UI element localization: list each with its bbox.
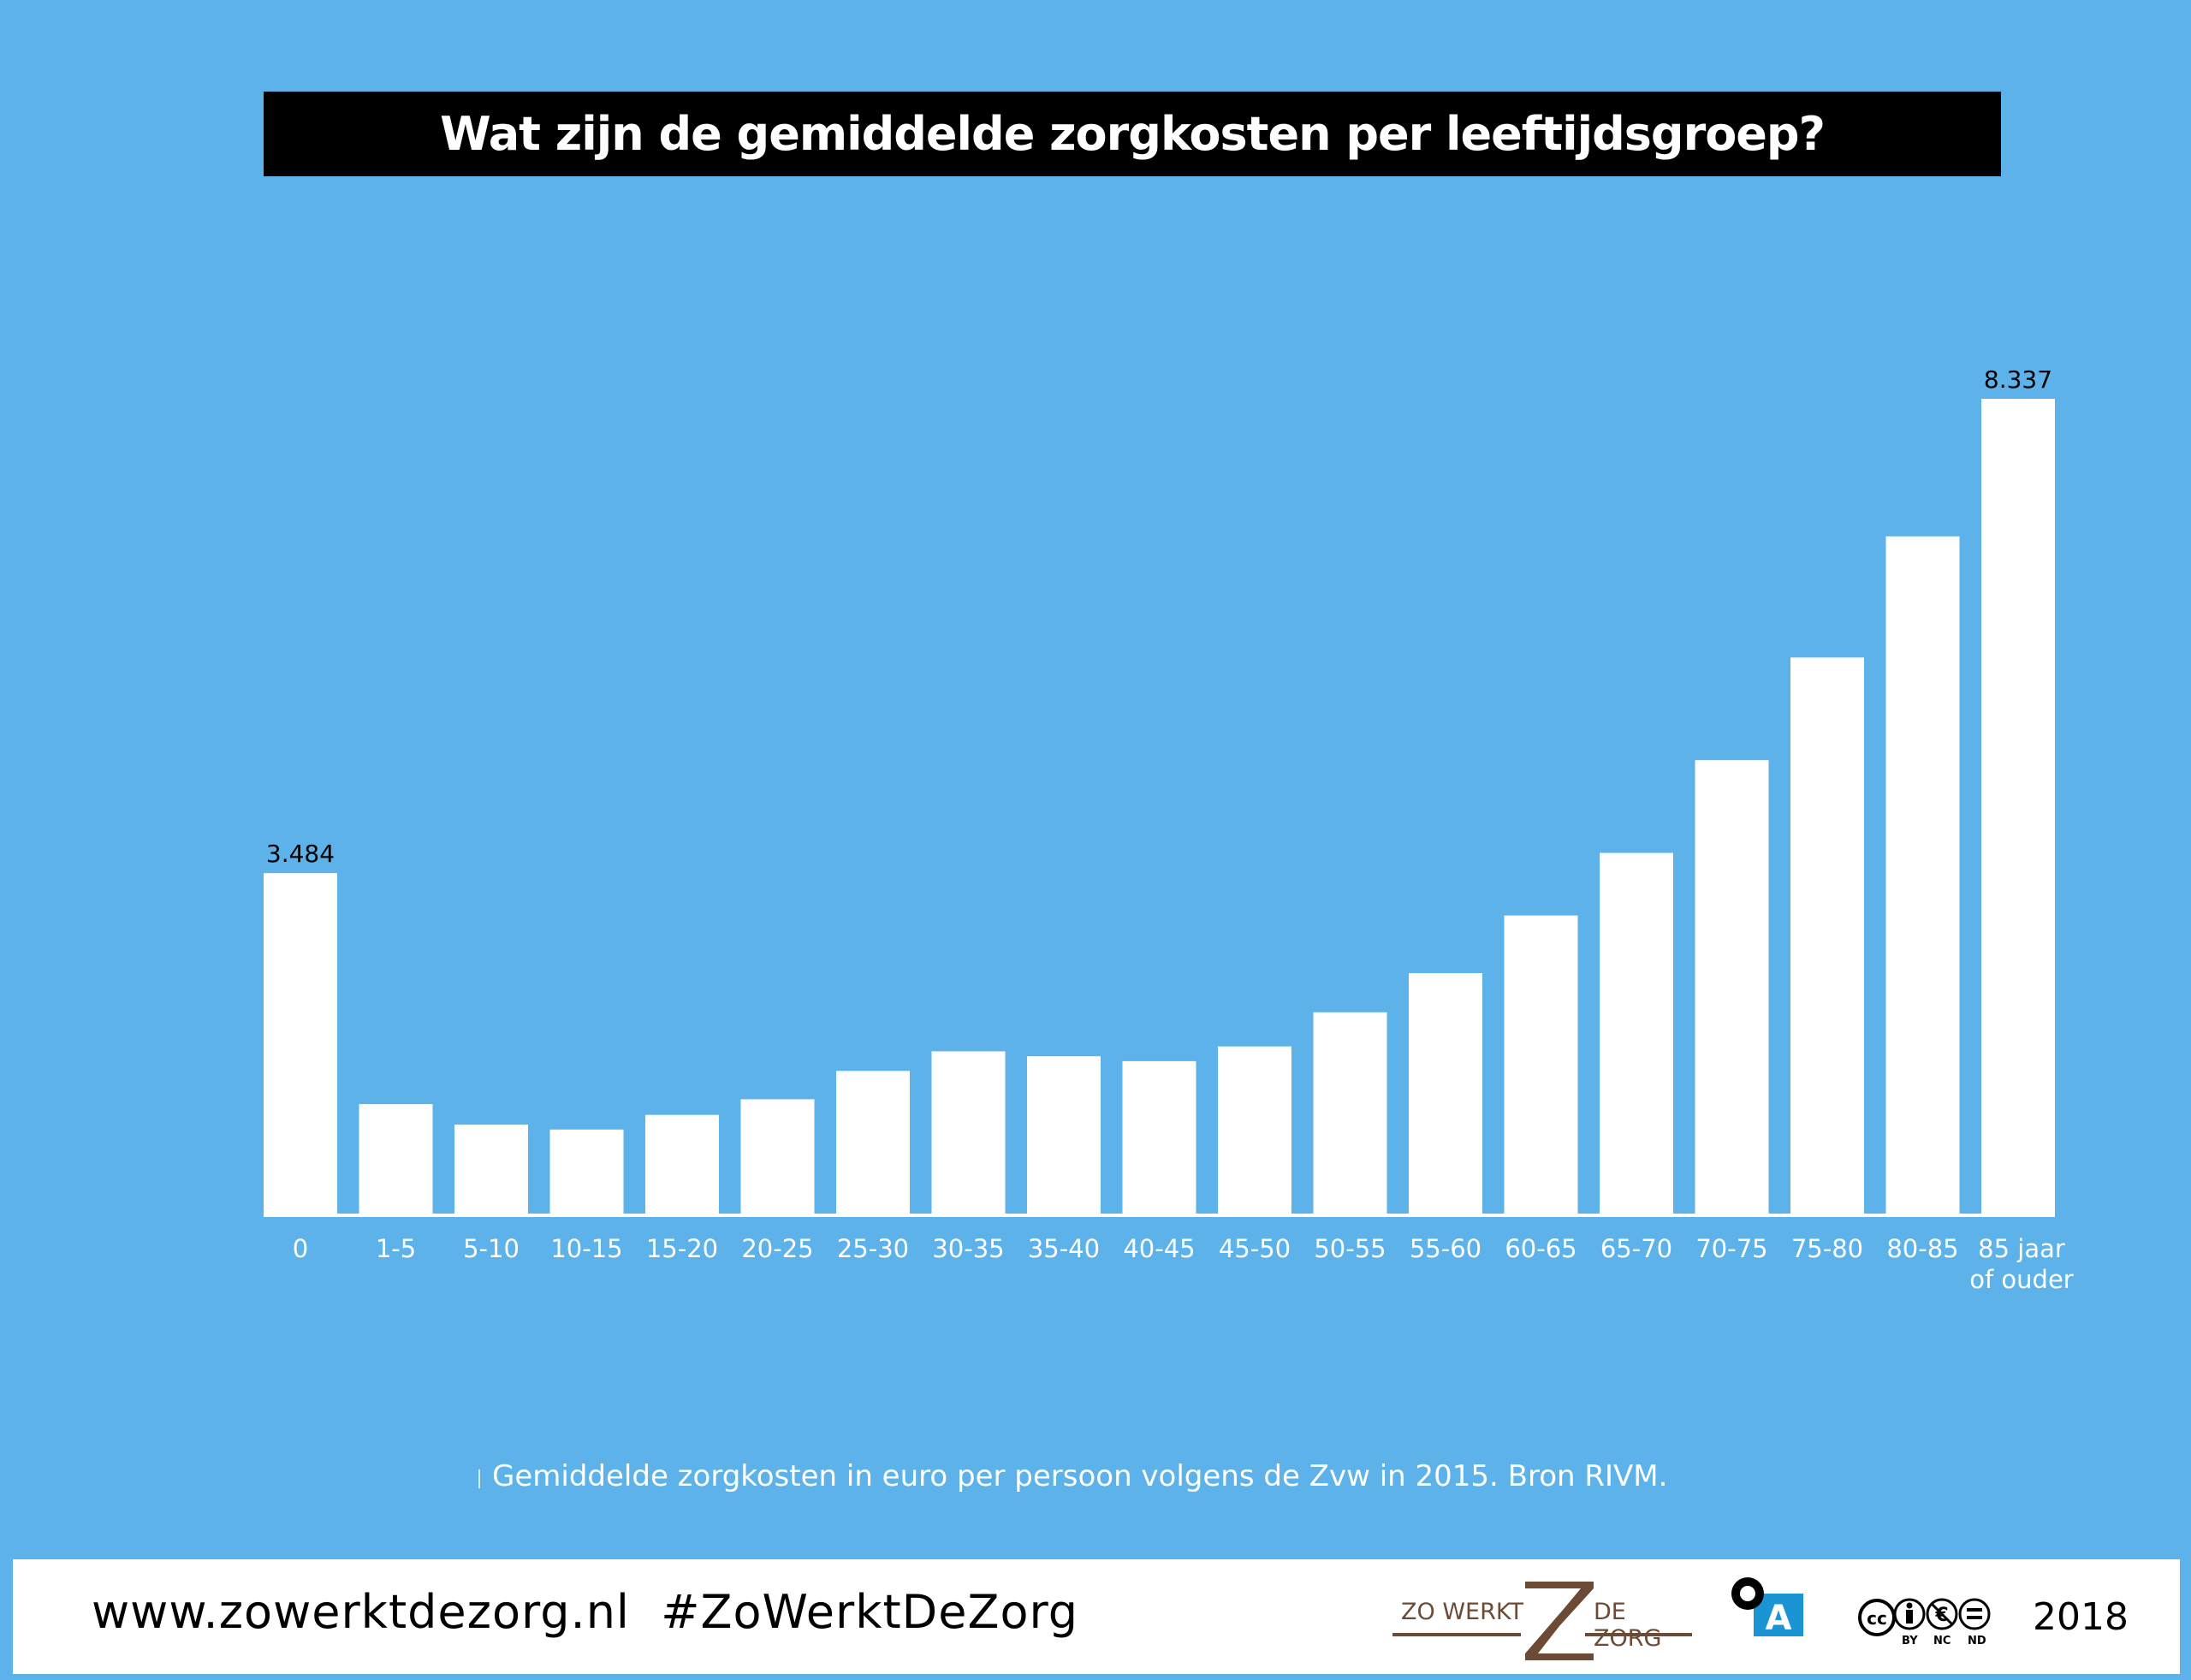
footer: www.zowerktdezorg.nl #ZoWerktDeZorg ZO W… — [13, 1559, 2180, 1674]
x-tick-label: 5-10 — [463, 1234, 520, 1263]
data-label: 3.484 — [266, 840, 335, 868]
x-tick-label: 40-45 — [1123, 1234, 1195, 1263]
cc-icon: cc — [1867, 1608, 1887, 1629]
bar — [1600, 852, 1673, 1217]
a-badge-icon: A — [1731, 1577, 1803, 1636]
x-tick-label: 30-35 — [932, 1234, 1004, 1263]
bar — [931, 1051, 1006, 1217]
x-tick-label: 55-60 — [1410, 1234, 1481, 1263]
hashtag: #ZoWerktDeZorg — [661, 1585, 1079, 1639]
nd-icon — [1967, 1608, 1982, 1612]
bar — [1409, 973, 1482, 1217]
bar — [836, 1071, 910, 1217]
x-tick-label: 50-55 — [1314, 1234, 1386, 1263]
x-tick-label: 45-50 — [1219, 1234, 1291, 1263]
bar — [1027, 1056, 1101, 1217]
x-tick-label: 70-75 — [1695, 1234, 1767, 1263]
bar — [359, 1104, 433, 1217]
bar — [1695, 760, 1769, 1217]
x-tick-label: 80-85 — [1886, 1234, 1958, 1263]
x-tick-label: 20-25 — [741, 1234, 813, 1263]
x-tick-label: 60-65 — [1505, 1234, 1576, 1263]
bar — [1790, 657, 1864, 1217]
bar — [1504, 915, 1578, 1217]
by-label: BY — [1902, 1635, 1918, 1647]
x-tick-label: 15-20 — [646, 1234, 718, 1263]
year: 2018 — [2033, 1595, 2129, 1639]
caption-marker — [478, 1469, 480, 1488]
bar — [645, 1114, 719, 1217]
nc-label: NC — [1933, 1635, 1951, 1647]
x-tick-label: 85 jaar — [1978, 1234, 2065, 1263]
creative-commons-license: cc € BY NC ND — [1853, 1585, 2007, 1653]
badge-letter: A — [1766, 1599, 1792, 1636]
bar — [454, 1125, 528, 1217]
chart-caption: Gemiddelde zorgkosten in euro per persoo… — [492, 1459, 1668, 1493]
x-tick-label: 65-70 — [1600, 1234, 1672, 1263]
x-tick-label: 25-30 — [837, 1234, 909, 1263]
bar — [549, 1129, 624, 1217]
logo-text-left: ZO WERKT — [1401, 1599, 1523, 1625]
bar — [1885, 536, 1960, 1217]
bar — [264, 873, 337, 1217]
bar — [1313, 1012, 1387, 1217]
bar-chart: 0 3.484 1-5 5-10 10-15 15-20 20-25 25-30 30-35 35… — [264, 365, 2074, 1294]
zowerktdezorg-logo: ZO WERKT DE ZORG — [1388, 1575, 1696, 1660]
bar — [740, 1099, 815, 1217]
x-tick-label: 0 — [293, 1234, 308, 1263]
cc-icons: cc € — [1858, 1598, 1991, 1636]
nd-label: ND — [1968, 1635, 1986, 1647]
x-tick-label: 75-80 — [1791, 1234, 1863, 1263]
bar — [1122, 1060, 1196, 1217]
x-tick-label: 10-15 — [550, 1234, 622, 1263]
website-link[interactable]: www.zowerktdezorg.nl — [92, 1585, 630, 1639]
x-tick-label: 1-5 — [376, 1234, 416, 1263]
footer-links: www.zowerktdezorg.nl #ZoWerktDeZorg — [92, 1585, 1078, 1639]
x-tick-label: 35-40 — [1028, 1234, 1100, 1263]
z-logo-icon — [1392, 1582, 1692, 1660]
chart-title: Wat zijn de gemiddelde zorgkosten per le… — [264, 92, 2001, 176]
x-tick-label: of ouder — [1969, 1265, 2074, 1294]
by-icon — [1906, 1610, 1913, 1624]
bar — [1981, 399, 2055, 1217]
data-label: 8.337 — [1984, 365, 2052, 394]
bar — [1218, 1046, 1291, 1217]
logo-text-right: DE ZORG — [1594, 1599, 1662, 1652]
